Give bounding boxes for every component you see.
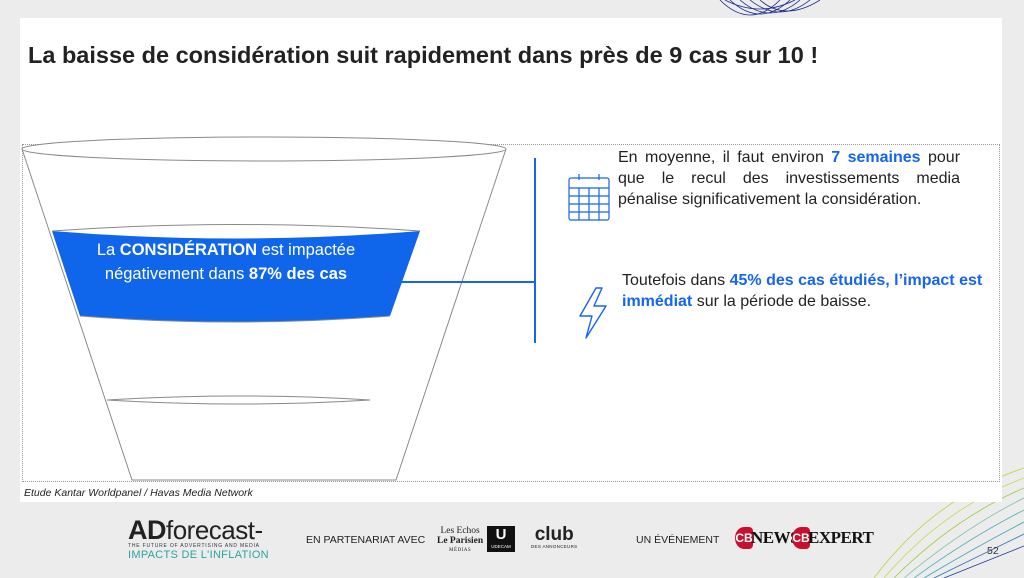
funnel-band-text: La CONSIDÉRATION est impactée négativeme… xyxy=(56,238,396,286)
info2-highlight: 45% des cas étudiés, l’impact est immédi… xyxy=(622,272,983,310)
cb-news-mark: CB xyxy=(735,527,753,549)
cb-expert-text: EXPERT xyxy=(808,528,874,547)
event-label: UN ÉVÉNEMENT xyxy=(636,534,720,546)
band-text-percentage: 87% des cas xyxy=(248,265,348,283)
decorative-lines-bottom-right xyxy=(874,467,1024,578)
cb-expert-mark: CB xyxy=(792,527,810,549)
funnel-diagram xyxy=(21,136,536,481)
info-text-weeks: En moyenne, il faut environ 7 semaines p… xyxy=(618,147,960,210)
lesechos-line1: Les Echos xyxy=(440,526,480,536)
slide-title: La baisse de considération suit rapideme… xyxy=(28,42,819,68)
band-text-pre: La xyxy=(96,241,120,259)
udecam-mark: U xyxy=(495,526,507,543)
info1-post: pour que le recul des investissements me… xyxy=(618,149,961,208)
calendar-icon xyxy=(568,174,610,221)
source-note: Etude Kantar Worldpanel / Havas Media Ne… xyxy=(24,487,253,499)
ad-logo-mark: AD xyxy=(128,515,167,545)
ad-forecast-logo: ADforecast- THE FUTURE OF ADVERTISING AN… xyxy=(128,515,269,561)
band-text-line2: négativement dans xyxy=(104,265,249,283)
udecam-logo: U UDECAM xyxy=(487,526,515,552)
band-text-post: est impactée xyxy=(257,241,356,259)
info1-pre: En moyenne, il faut environ xyxy=(618,149,832,166)
info1-highlight: 7 semaines xyxy=(831,149,921,166)
lesechos-logo: Les Echos Le Parisien MÉDIAS xyxy=(437,526,483,556)
lightning-icon xyxy=(579,287,607,339)
info-text-immediate: Toutefois dans 45% des cas étudiés, l’im… xyxy=(622,270,984,312)
club-annonceurs-logo: club DES ANNONCEURS xyxy=(531,524,578,549)
decorative-lines-top xyxy=(719,0,821,16)
band-text-consideration: CONSIDÉRATION xyxy=(119,241,257,259)
partner-label: EN PARTENARIAT AVEC xyxy=(306,534,426,546)
ad-logo-impacts: IMPACTS DE L'INFLATION xyxy=(128,549,269,561)
funnel-band-consideration xyxy=(52,231,420,322)
udecam-label: UDECAM xyxy=(491,544,511,549)
club-logo-text: club xyxy=(534,524,574,545)
cb-news-text: NEWS xyxy=(751,528,800,547)
ad-logo-tagline: THE FUTURE OF ADVERTISING AND MEDIA xyxy=(128,543,260,549)
lesechos-line3: MÉDIAS xyxy=(449,548,472,553)
page-number: 52 xyxy=(987,545,999,557)
cb-expert-logo: CB EXPERT xyxy=(792,526,874,550)
cb-news-logo: CB NEWS xyxy=(735,526,800,550)
info2-pre: Toutefois dans xyxy=(622,272,730,289)
ad-logo-text: forecast- xyxy=(166,515,263,545)
info2-post: sur la période de baisse. xyxy=(692,293,872,310)
lesechos-line2: Le Parisien xyxy=(437,536,484,546)
content-frame xyxy=(22,144,1000,482)
club-logo-sub: DES ANNONCEURS xyxy=(531,544,578,549)
